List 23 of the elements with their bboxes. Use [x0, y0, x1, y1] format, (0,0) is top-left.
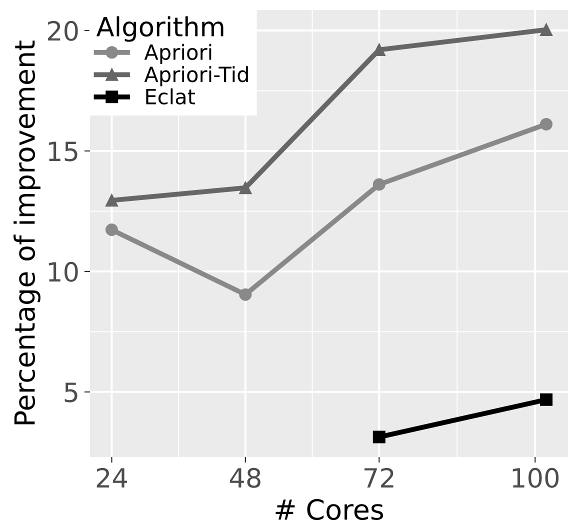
y-axis-title: Percentage of improvement	[14, 40, 40, 424]
y-tick-label: 20	[48, 20, 78, 41]
y-tick-label: 15	[48, 142, 78, 162]
point	[239, 182, 252, 194]
x-tick-label: 24	[96, 468, 128, 488]
point	[372, 178, 386, 191]
point	[105, 224, 118, 236]
point	[540, 393, 553, 406]
y-tick-label: 10	[48, 262, 78, 282]
point	[105, 194, 118, 207]
point	[239, 288, 252, 301]
legend-title: Algorithm	[96, 16, 224, 42]
x-tick-label: 100	[512, 468, 559, 488]
point	[540, 24, 553, 36]
legend-label: Apriori	[144, 44, 212, 64]
legend-label: Apriori-Tid	[144, 66, 248, 86]
legend-label: Eclat	[146, 88, 196, 104]
x-tick-label: 48	[230, 468, 260, 488]
y-tick-label: 5	[64, 382, 78, 402]
x-tick-label: 72	[364, 468, 394, 488]
point	[540, 118, 553, 130]
x-axis-title: # Cores	[276, 499, 384, 520]
point	[372, 430, 386, 444]
